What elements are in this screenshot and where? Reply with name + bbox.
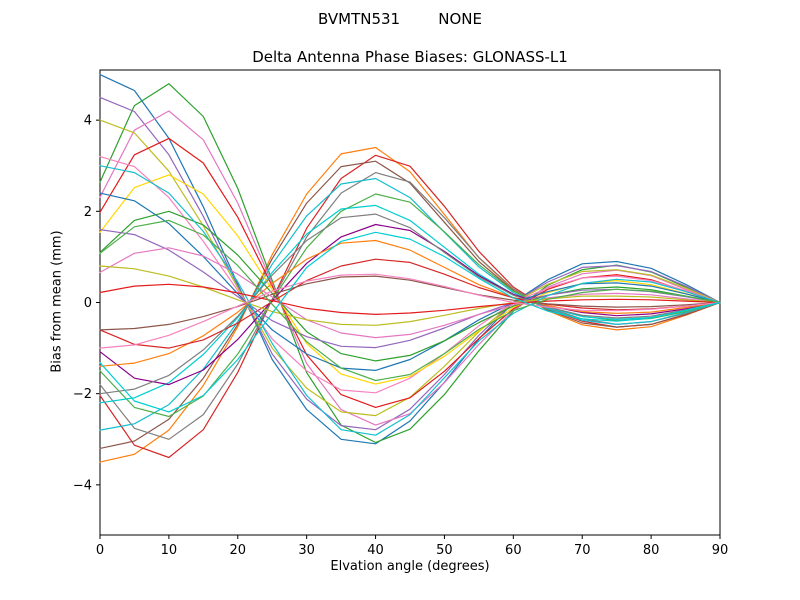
series-line-line-27 <box>99 283 721 315</box>
series-line-line-16 <box>99 223 721 386</box>
axes-frame <box>99 69 721 536</box>
series-line-line-20 <box>99 258 721 349</box>
series-line-line-28 <box>99 219 721 382</box>
y-tick-label: −2 <box>73 387 92 402</box>
x-tick-label: 40 <box>367 543 384 558</box>
series-line-line-15 <box>99 174 721 385</box>
series-line-line-30 <box>99 231 721 413</box>
series-line-line-19 <box>99 210 721 362</box>
series-line-line-22 <box>99 275 721 331</box>
series-line-line-26 <box>99 165 721 436</box>
series-line-line-02 <box>99 146 721 463</box>
series-line-line-05 <box>99 96 721 431</box>
x-tick-label: 50 <box>436 543 453 558</box>
series-line-line-24 <box>99 213 721 395</box>
x-axis-label: Elvation angle (degrees) <box>330 559 490 574</box>
x-tick-label: 60 <box>505 543 522 558</box>
y-tick-label: 2 <box>84 205 92 220</box>
y-axis-label: Bias from mean (mm) <box>49 230 65 373</box>
x-tick-label: 30 <box>298 543 315 558</box>
series-line-line-14 <box>99 204 721 404</box>
x-tick-label: 90 <box>712 543 729 558</box>
chart-title: Delta Antenna Phase Biases: GLONASS-L1 <box>252 48 568 66</box>
series-line-line-13 <box>99 156 721 394</box>
series-line-line-10 <box>99 177 721 431</box>
y-tick-label: 0 <box>84 296 92 311</box>
series-line-line-25 <box>99 265 721 326</box>
x-tick-label: 0 <box>96 543 104 558</box>
series-line-line-23 <box>99 247 721 339</box>
series-line-line-06 <box>99 160 721 449</box>
figure-suptitle: BVMTN531 NONE <box>318 10 482 28</box>
x-tick-label: 10 <box>161 543 178 558</box>
series-line-line-29 <box>99 273 721 349</box>
x-tick-label: 20 <box>230 543 247 558</box>
y-tick-label: −4 <box>73 478 92 493</box>
y-tick-label: 4 <box>84 114 92 129</box>
series-layer <box>99 73 721 463</box>
series-line-line-18 <box>99 239 721 367</box>
ticks-layer: 0 10 20 30 40 50 60 70 80 90 −4 −2 0 2 4 <box>73 114 728 558</box>
x-tick-label: 80 <box>643 543 660 558</box>
series-line-line-11 <box>99 137 721 408</box>
x-tick-label: 70 <box>574 543 591 558</box>
series-line-line-01 <box>99 73 721 445</box>
